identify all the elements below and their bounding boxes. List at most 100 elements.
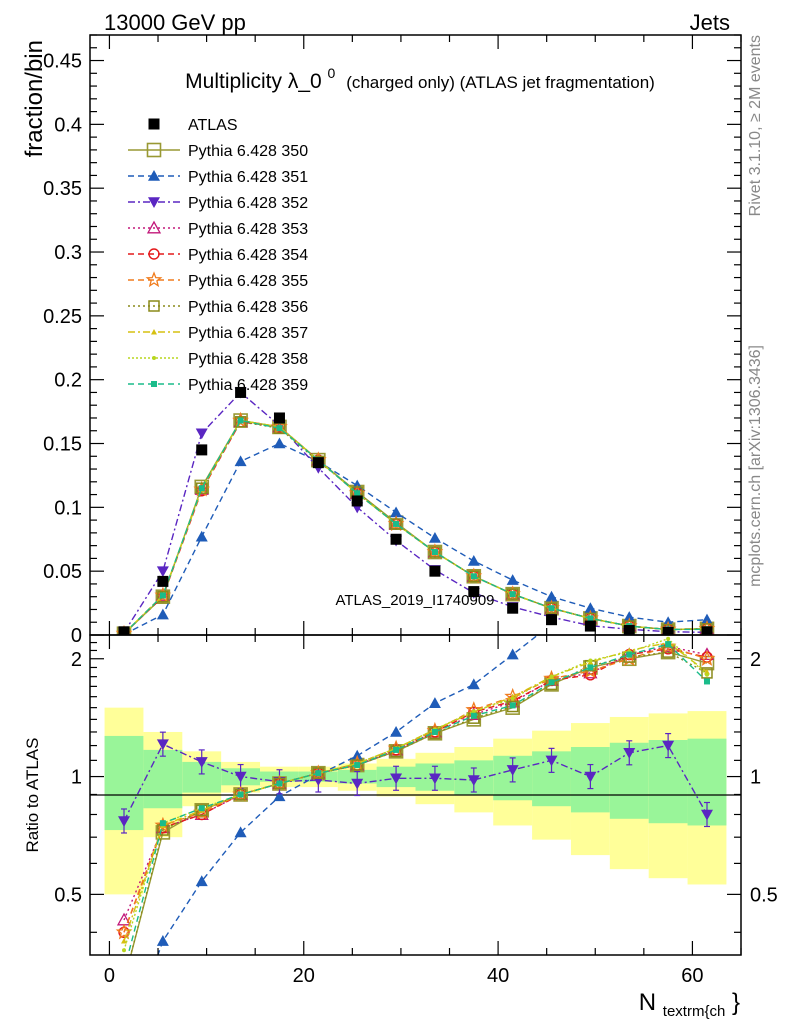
series-3-line: [123, 391, 708, 634]
series-10-ratio-point-10: [509, 702, 516, 709]
legend-item-4: Pythia 6.428 353: [128, 220, 308, 238]
series-2-ratio-point-2: [195, 875, 208, 887]
legend-item-3: Pythia 6.428 352: [128, 195, 308, 212]
x-axis-label: N textrm{ch }: [639, 989, 740, 1022]
series-2-point-7: [390, 506, 403, 518]
header-right: Jets: [690, 10, 730, 35]
series-7-ratio-point-5: [312, 767, 325, 779]
svg-text:Multiplicity λ_0 0: Multiplicity λ_0 0 (charged only) (ATLAS…: [185, 60, 655, 93]
series-10-ratio-point-9: [470, 712, 477, 719]
y-tick-label: 0.3: [54, 242, 82, 264]
series-7-point-9: [468, 570, 480, 583]
series-3-ratio-point-7: [390, 773, 403, 785]
series-6-ratio-line: [123, 645, 708, 933]
main-series-layer: [115, 386, 716, 635]
series-3-ratio-point-6: [351, 778, 364, 790]
legend-marker-9: [152, 356, 156, 360]
series-2-ratio-point-9: [467, 678, 480, 690]
series-0-point-4: [273, 412, 285, 424]
side-label-top: Rivet 3.1.10, ≥ 2M events: [747, 35, 764, 216]
series-10-point-11: [548, 605, 555, 612]
series-3-ratio-point-11: [545, 755, 558, 767]
ratio-tick-label-left: 0.5: [54, 884, 82, 906]
legend-marker-0: [148, 118, 160, 130]
series-2-ratio-point-7: [390, 725, 403, 737]
series-2-ratio-point-1: [156, 935, 169, 946]
series-10-ratio-point-8: [431, 728, 438, 735]
ratio-tick-label-left: 2: [71, 649, 82, 671]
series-9-ratio-point-10: [510, 696, 515, 701]
chart-title: Multiplicity λ_0 0 (charged only) (ATLAS…: [185, 60, 655, 93]
x-tick-label: 20: [293, 965, 315, 987]
title-superscript: 0: [328, 65, 336, 81]
legend-marker-6: [145, 271, 163, 288]
series-2-point-8: [428, 531, 441, 543]
series-6-ratio-point-1: [154, 816, 172, 833]
series-7-point-1: [157, 590, 169, 603]
series-7-point-11: [545, 602, 558, 614]
series-9-ratio-point-14: [666, 636, 671, 641]
legend-marker-8: [151, 329, 157, 335]
series-10-ratio-point-11: [548, 679, 555, 686]
series-9-ratio-point-15: [704, 672, 709, 677]
x-axis-label-sub: textrm{ch: [663, 1003, 726, 1020]
series-10-ratio-point-12: [587, 664, 594, 671]
series-3-ratio-point-14: [662, 740, 675, 752]
series-10-point-8: [431, 549, 438, 556]
series-2-point-4: [273, 437, 286, 449]
legend-marker-5: [148, 248, 160, 260]
legend-label-4: Pythia 6.428 353: [188, 221, 308, 238]
series-7-point-2: [195, 482, 208, 494]
legend-marker-7: [148, 300, 160, 312]
series-8-ratio-point-15: [703, 669, 710, 675]
series-2-point-11: [545, 590, 558, 602]
series-0-point-0: [118, 626, 130, 635]
series-0-point-8: [429, 565, 441, 577]
series-0-point-12: [584, 620, 596, 632]
series-10-ratio-line: [127, 643, 708, 955]
y-tick-label: 0.25: [43, 306, 82, 328]
svg-text:N textrm{ch }: N textrm{ch }: [639, 989, 740, 1022]
series-10-line: [123, 419, 708, 635]
series-0-point-2: [196, 444, 208, 456]
series-7-point-8: [429, 546, 441, 558]
series-7-ratio-point-15: [701, 667, 713, 679]
series-10-ratio-point-5: [315, 770, 322, 777]
ratio-y-axis-label: Ratio to ATLAS: [23, 738, 42, 853]
y-tick-label: 0.4: [54, 114, 82, 136]
series-7-point-7: [390, 518, 402, 530]
series-10-ratio-point-1: [159, 820, 166, 827]
series-0-point-3: [235, 386, 247, 398]
series-2-ratio-point-4: [273, 790, 286, 802]
series-10-ratio-point-3: [237, 791, 244, 798]
legend-item-8: Pythia 6.428 357: [128, 325, 308, 342]
series-6-ratio-point-0: [115, 923, 133, 940]
legend-item-2: Pythia 6.428 351: [128, 169, 308, 186]
series-9-ratio-point-12: [588, 658, 593, 663]
series-10-point-10: [509, 591, 516, 598]
series-3-point-1: [156, 566, 169, 578]
series-3-ratio-point-3: [234, 771, 247, 783]
series-10-point-3: [237, 417, 244, 424]
series-0-point-10: [507, 602, 519, 614]
legend-label-5: Pythia 6.428 354: [188, 247, 308, 264]
series-10-ratio-point-2: [198, 805, 205, 812]
y-tick-label: 0.35: [43, 178, 82, 200]
side-label-bottom: mcplots.cern.ch [arXiv:1306.3436]: [747, 345, 764, 587]
series-9-ratio-point-0: [122, 948, 127, 953]
series-0-point-11: [546, 614, 558, 626]
series-10-point-12: [587, 615, 594, 622]
ratio-uncertainty-bands: [104, 707, 727, 895]
y-tick-label: 0.45: [43, 51, 82, 73]
legend-item-1: Pythia 6.428 350: [128, 142, 308, 160]
series-7-ratio-point-10: [506, 700, 519, 713]
series-2-ratio-point-3: [234, 826, 247, 838]
series-2-point-9: [467, 554, 480, 566]
series-3-ratio-point-2: [195, 757, 208, 768]
band-inner-1: [143, 749, 183, 809]
ratio-tick-label-right: 0.5: [750, 884, 778, 906]
series-3-point-2: [195, 428, 208, 440]
series-10-ratio-point-13: [626, 651, 633, 658]
series-9-ratio-point-11: [549, 674, 554, 679]
